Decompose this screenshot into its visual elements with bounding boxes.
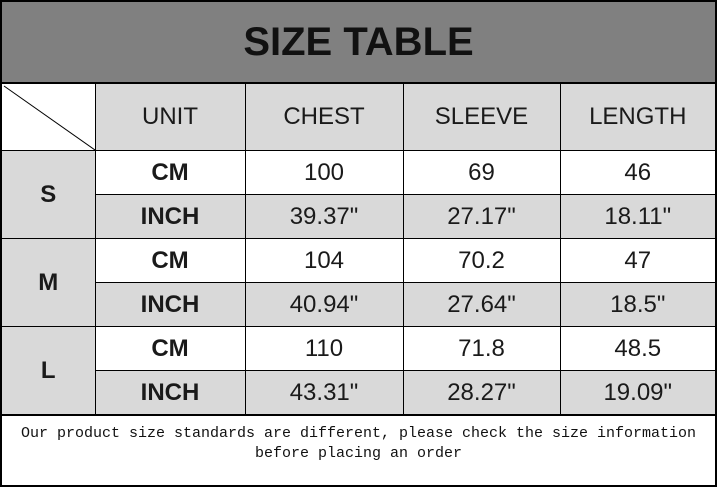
unit-cell: CM (94, 326, 246, 371)
size-label: S (2, 150, 96, 239)
size-label: M (2, 238, 96, 327)
header-sleeve: SLEEVE (402, 83, 561, 151)
sleeve-cell: 70.2 (402, 238, 561, 283)
unit-cell: INCH (95, 194, 246, 239)
note-line-2: before placing an order (254, 445, 463, 462)
sleeve-cell: 71.8 (402, 326, 561, 371)
unit-cell: INCH (95, 282, 246, 327)
corner-cell (2, 83, 96, 151)
chest-cell: 40.94" (244, 282, 404, 327)
size-note: Our product size standards are different… (2, 415, 715, 485)
unit-cell: CM (94, 238, 246, 283)
chest-cell: 100 (244, 150, 404, 195)
unit-cell: CM (94, 150, 246, 195)
size-label: L (2, 326, 96, 415)
table-row: INCH 43.31" 28.27" 19.09" (2, 370, 715, 415)
chest-cell: 43.31" (244, 370, 404, 415)
table-row: INCH 39.37" 27.17" 18.11" (2, 194, 715, 239)
table-row: M CM 104 70.2 47 (2, 238, 715, 327)
sleeve-cell: 28.27" (402, 370, 561, 415)
header-row: UNIT CHEST SLEEVE LENGTH (2, 83, 715, 151)
size-table: UNIT CHEST SLEEVE LENGTH S CM 100 69 46 INCH 3… (2, 83, 715, 415)
header-chest: CHEST (244, 83, 404, 151)
chest-cell: 104 (244, 238, 404, 283)
length-cell: 47 (559, 238, 715, 283)
length-cell: 18.5" (559, 282, 715, 327)
table-row: L CM 110 71.8 48.5 (2, 326, 715, 415)
length-cell: 46 (559, 150, 715, 195)
length-cell: 19.09" (559, 370, 715, 415)
table-title: SIZE TABLE (2, 2, 715, 83)
table-row: S CM 100 69 46 (2, 150, 715, 239)
length-cell: 18.11" (559, 194, 715, 239)
header-unit: UNIT (94, 83, 246, 151)
table-row: INCH 40.94" 27.64" 18.5" (2, 282, 715, 327)
chest-cell: 39.37" (244, 194, 404, 239)
sleeve-cell: 69 (402, 150, 561, 195)
diagonal-line (3, 85, 95, 150)
sleeve-cell: 27.17" (402, 194, 561, 239)
unit-cell: INCH (95, 370, 246, 415)
header-length: LENGTH (559, 83, 715, 151)
sleeve-cell: 27.64" (402, 282, 561, 327)
note-line-1: Our product size standards are different… (20, 425, 697, 442)
chest-cell: 110 (244, 326, 404, 371)
length-cell: 48.5 (559, 326, 715, 371)
